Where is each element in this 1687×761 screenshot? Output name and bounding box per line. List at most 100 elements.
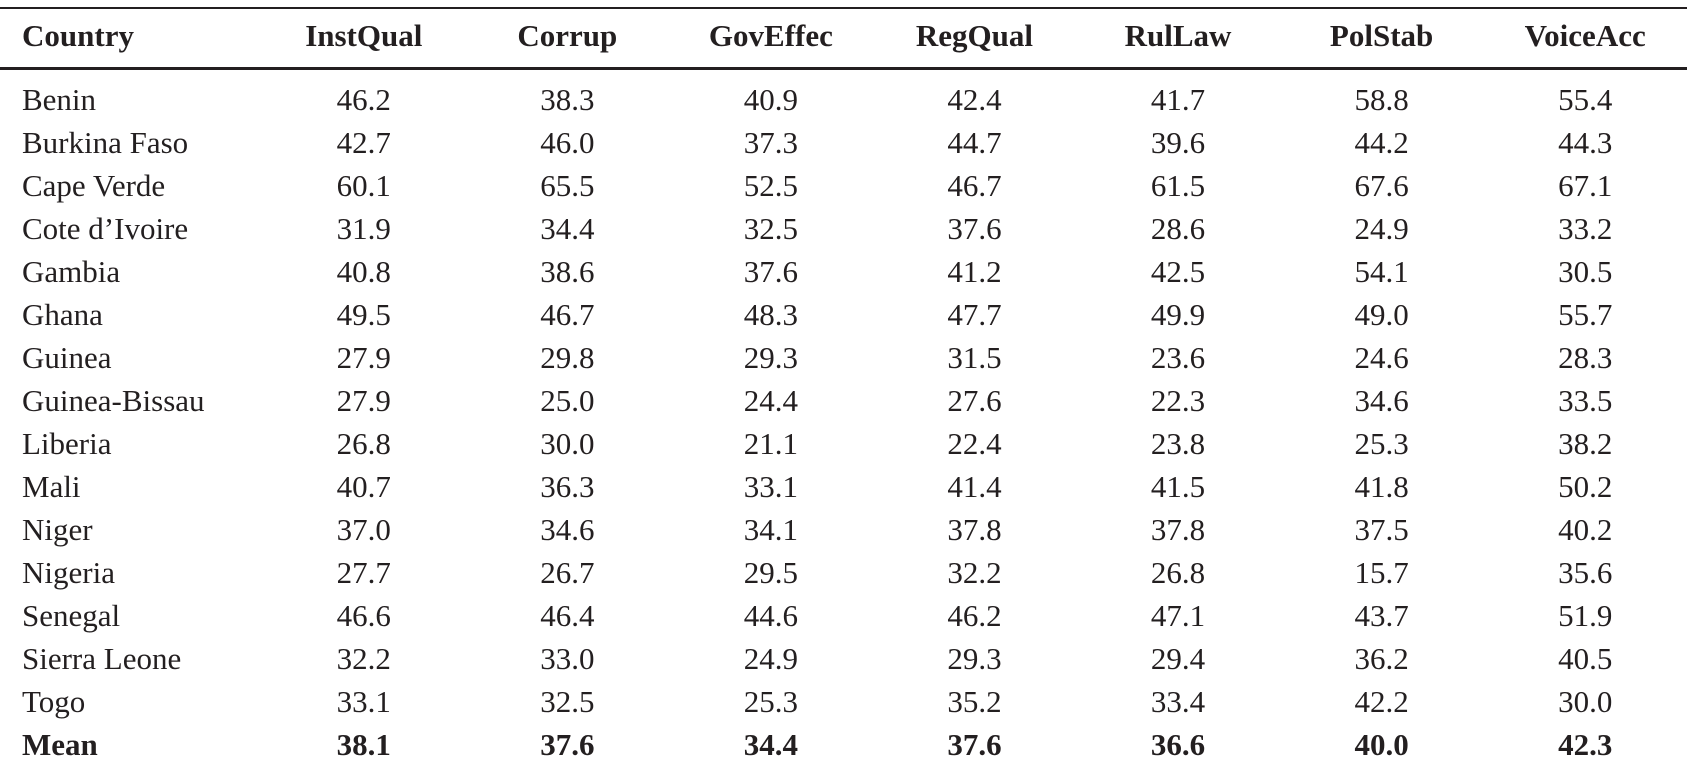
value-cell: 38.6: [540, 254, 595, 289]
value-cell: 25.3: [1354, 426, 1409, 461]
value-cell: 37.6: [947, 211, 1002, 246]
value-cell: 35.2: [947, 684, 1002, 719]
country-cell: Niger: [22, 512, 93, 547]
value-cell: 22.3: [1150, 383, 1206, 418]
value-cell: 44.7: [947, 125, 1002, 160]
value-cell: 31.9: [336, 211, 391, 246]
header-row: Country InstQual Corrup GovEffec RegQual RulL…: [0, 8, 1687, 70]
country-cell: Guinea-Bissau: [22, 383, 205, 418]
country-cell: Sierra Leone: [22, 641, 182, 676]
value-cell: 42.7: [336, 125, 391, 160]
mean-row: Mean 38.1 37.6 34.4 37.6 36.6 40.0 42.3: [0, 723, 1687, 761]
value-cell: 32.2: [947, 555, 1002, 590]
column-header-polstab: PolStab: [1279, 8, 1484, 70]
table-header: Country InstQual Corrup GovEffec RegQual RulL…: [0, 8, 1687, 70]
table-row: Liberia 26.8 30.0 21.1 22.4 23.8 25.3 38.2: [0, 422, 1687, 465]
column-header-goveffec: GovEffec: [669, 8, 873, 70]
table-row: Togo 33.1 32.5 25.3 35.2 33.4 42.2 30.0: [0, 680, 1687, 723]
table-row: Burkina Faso 42.7 46.0 37.3 44.7 39.6 44.2 44.3: [0, 121, 1687, 164]
value-cell: 30.0: [1558, 684, 1613, 719]
column-header-corrup: Corrup: [465, 8, 670, 70]
value-cell: 24.4: [743, 383, 799, 418]
value-cell: 37.3: [743, 125, 799, 160]
table-row: Senegal 46.6 46.4 44.6 46.2 47.1 43.7 51.9: [0, 594, 1687, 637]
value-cell: 24.9: [1354, 211, 1409, 246]
value-cell: 34.6: [1354, 383, 1409, 418]
value-cell: 49.0: [1354, 297, 1409, 332]
value-cell: 36.6: [1150, 727, 1206, 761]
country-cell: Benin: [22, 82, 97, 117]
table-row: Cape Verde 60.1 65.5 52.5 46.7 61.5 67.6 67.1: [0, 164, 1687, 207]
value-cell: 47.7: [947, 297, 1002, 332]
table-row: Cote d’Ivoire 31.9 34.4 32.5 37.6 28.6 24.9 33.…: [0, 207, 1687, 250]
column-header-rullaw: RulLaw: [1076, 8, 1280, 70]
value-cell: 50.2: [1558, 469, 1613, 504]
value-cell: 42.4: [947, 82, 1002, 117]
value-cell: 34.1: [743, 512, 799, 547]
value-cell: 27.6: [947, 383, 1002, 418]
table-row: Guinea-Bissau 27.9 25.0 24.4 27.6 22.3 34.6 33.…: [0, 379, 1687, 422]
value-cell: 37.0: [336, 512, 391, 547]
value-cell: 58.8: [1354, 82, 1409, 117]
value-cell: 28.3: [1558, 340, 1613, 375]
value-cell: 25.0: [540, 383, 595, 418]
value-cell: 15.7: [1354, 555, 1409, 590]
value-cell: 29.4: [1150, 641, 1206, 676]
table-row: Benin 46.2 38.3 40.9 42.4 41.7 58.8 55.4: [0, 69, 1687, 122]
value-cell: 61.5: [1150, 168, 1206, 203]
value-cell: 33.0: [540, 641, 595, 676]
value-cell: 46.7: [540, 297, 595, 332]
country-cell: Burkina Faso: [22, 125, 189, 160]
value-cell: 47.1: [1150, 598, 1206, 633]
value-cell: 49.5: [336, 297, 391, 332]
value-cell: 33.1: [743, 469, 799, 504]
value-cell: 42.2: [1354, 684, 1409, 719]
value-cell: 46.0: [540, 125, 595, 160]
table-row: Sierra Leone 32.2 33.0 24.9 29.3 29.4 36.2 40.5: [0, 637, 1687, 680]
country-cell: Liberia: [22, 426, 112, 461]
table-row: Mali 40.7 36.3 33.1 41.4 41.5 41.8 50.2: [0, 465, 1687, 508]
value-cell: 25.3: [743, 684, 799, 719]
value-cell: 36.3: [540, 469, 595, 504]
table-row: Ghana 49.5 46.7 48.3 47.7 49.9 49.0 55.7: [0, 293, 1687, 336]
table-row: Nigeria 27.7 26.7 29.5 32.2 26.8 15.7 35.6: [0, 551, 1687, 594]
value-cell: 33.4: [1150, 684, 1206, 719]
value-cell: 30.5: [1558, 254, 1613, 289]
table-row: Guinea 27.9 29.8 29.3 31.5 23.6 24.6 28.3: [0, 336, 1687, 379]
value-cell: 41.8: [1354, 469, 1409, 504]
value-cell: 26.7: [540, 555, 595, 590]
value-cell: 23.6: [1150, 340, 1206, 375]
value-cell: 38.2: [1558, 426, 1613, 461]
value-cell: 46.7: [947, 168, 1002, 203]
value-cell: 40.2: [1558, 512, 1613, 547]
value-cell: 34.4: [540, 211, 595, 246]
value-cell: 37.8: [1150, 512, 1206, 547]
value-cell: 27.7: [336, 555, 391, 590]
country-cell: Nigeria: [22, 555, 115, 590]
value-cell: 40.7: [336, 469, 391, 504]
country-cell: Gambia: [22, 254, 121, 289]
country-cell: Cape Verde: [22, 168, 166, 203]
value-cell: 42.3: [1558, 727, 1613, 761]
value-cell: 32.2: [336, 641, 391, 676]
value-cell: 26.8: [1150, 555, 1206, 590]
value-cell: 22.4: [947, 426, 1002, 461]
value-cell: 24.9: [743, 641, 799, 676]
value-cell: 39.6: [1150, 125, 1206, 160]
column-header-regqual: RegQual: [872, 8, 1077, 70]
value-cell: 29.8: [540, 340, 595, 375]
value-cell: 55.4: [1558, 82, 1613, 117]
value-cell: 23.8: [1150, 426, 1206, 461]
value-cell: 46.6: [336, 598, 391, 633]
value-cell: 29.3: [947, 641, 1002, 676]
value-cell: 37.6: [540, 727, 595, 761]
value-cell: 33.1: [336, 684, 391, 719]
country-cell: Mali: [22, 469, 81, 504]
value-cell: 41.5: [1150, 469, 1206, 504]
value-cell: 35.6: [1558, 555, 1613, 590]
value-cell: 40.9: [743, 82, 799, 117]
value-cell: 49.9: [1150, 297, 1206, 332]
value-cell: 40.8: [336, 254, 391, 289]
value-cell: 31.5: [947, 340, 1002, 375]
